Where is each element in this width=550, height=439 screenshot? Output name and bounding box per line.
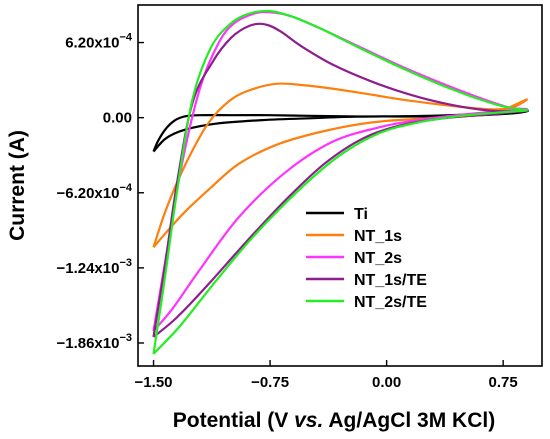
y-tick-mantissa: 0.00 xyxy=(103,110,132,127)
series-line-nt-1s xyxy=(152,82,528,249)
y-tick-mantissa: 6.20x10 xyxy=(65,35,119,52)
plot-frame xyxy=(137,4,543,367)
y-tick-mantissa: −1.86x10 xyxy=(56,335,119,352)
y-tick-label: −6.20x10−4 xyxy=(56,182,132,202)
x-tick-label: −0.75 xyxy=(251,374,289,391)
legend-label: NT_2s xyxy=(354,250,402,267)
x-axis-title: Potential (V vs. Ag/AgCl 3M KCl) xyxy=(173,409,495,432)
series-line-nt-2s-te xyxy=(152,9,529,355)
y-tick-exponent: −3 xyxy=(119,257,132,269)
y-tick-exponent: −3 xyxy=(119,332,132,344)
x-axis-title-part-2: vs. xyxy=(294,409,323,432)
legend-label: NT_1s/TE xyxy=(354,272,427,289)
legend-label: NT_1s xyxy=(354,228,402,245)
y-tick-exponent: −4 xyxy=(119,32,132,44)
y-axis-title: Current (A) xyxy=(6,130,29,241)
x-axis-title-part-1: Potential (V xyxy=(173,409,294,432)
series-line-nt-2s xyxy=(152,10,528,332)
y-tick-label: 6.20x10−4 xyxy=(65,32,133,52)
legend-label: Ti xyxy=(354,206,368,223)
y-tick-mantissa: −1.24x10 xyxy=(56,260,119,277)
legend: Ti NT_1s NT_2s NT_1s/TE NT_2s/TE xyxy=(306,206,427,311)
x-axis-title-part-3: Ag/AgCl 3M KCl) xyxy=(323,409,495,432)
y-tick-label: 0.00 xyxy=(103,110,132,127)
ticks-layer: −1.50 −0.75 0.00 0.756.20x10−40.00−6.20x10−… xyxy=(56,32,517,391)
legend-label: NT_2s/TE xyxy=(354,294,427,311)
y-tick-label: −1.86x10−3 xyxy=(56,332,132,352)
x-tick-label: 0.00 xyxy=(372,374,401,391)
y-tick-mantissa: −6.20x10 xyxy=(56,185,119,202)
y-tick-exponent: −4 xyxy=(119,182,132,194)
series-layer xyxy=(152,9,530,355)
series-line-nt-1s-te xyxy=(152,22,529,338)
x-tick-label: 0.75 xyxy=(489,374,518,391)
y-tick-label: −1.24x10−3 xyxy=(56,257,132,277)
x-tick-label: −1.50 xyxy=(135,374,173,391)
